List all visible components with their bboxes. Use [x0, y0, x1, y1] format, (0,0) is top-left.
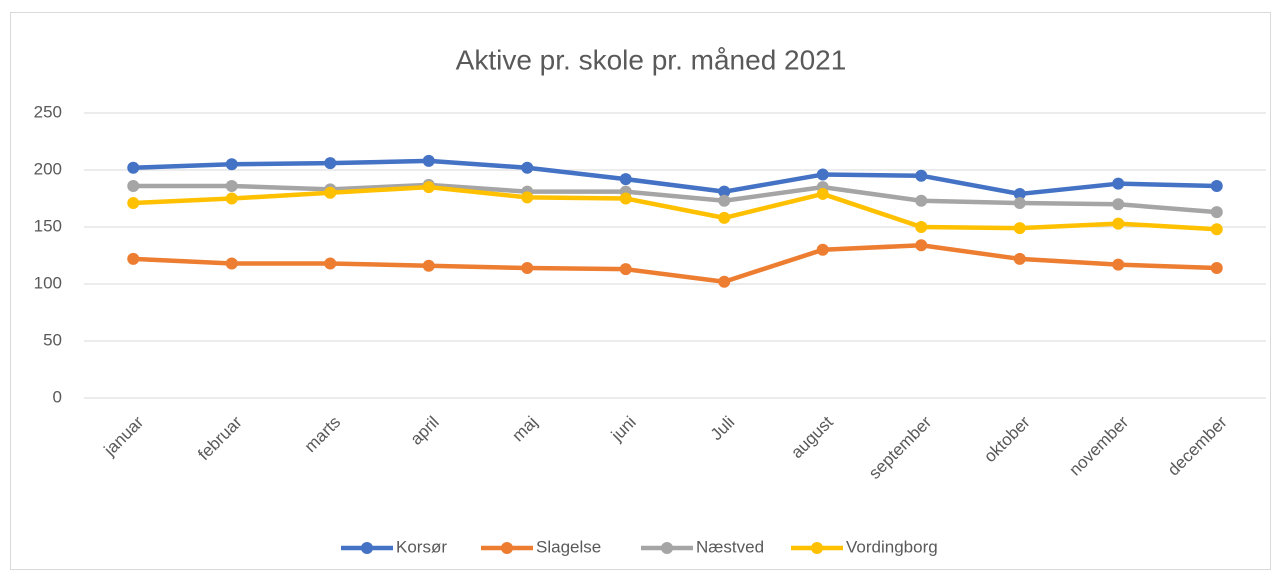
data-point [422, 181, 435, 194]
data-point [619, 192, 632, 205]
data-point [1112, 177, 1125, 190]
data-point [521, 262, 534, 275]
legend-label: Vordingborg [846, 537, 938, 556]
data-point [816, 168, 829, 181]
data-point [1112, 198, 1125, 211]
data-point [127, 197, 140, 210]
data-point [1210, 262, 1223, 275]
legend-item: Slagelse [481, 537, 601, 556]
legend-marker [661, 542, 673, 554]
data-point [816, 187, 829, 200]
data-point [1210, 179, 1223, 192]
y-tick-label: 150 [34, 216, 62, 235]
data-point [1210, 223, 1223, 236]
y-tick-label: 50 [43, 330, 62, 349]
data-point [718, 185, 731, 198]
legend-item: Vordingborg [791, 537, 938, 556]
data-point [915, 169, 928, 182]
data-point [225, 158, 238, 171]
data-point [718, 275, 731, 288]
data-point [422, 154, 435, 167]
y-tick-label: 100 [34, 273, 62, 292]
data-point [521, 191, 534, 204]
data-point [225, 179, 238, 192]
data-point [521, 161, 534, 174]
legend-item: Næstved [641, 537, 764, 556]
legend-label: Korsør [396, 537, 447, 556]
data-point [324, 157, 337, 170]
data-point [225, 257, 238, 270]
data-point [1112, 217, 1125, 230]
y-tick-label: 0 [53, 387, 62, 406]
legend-marker [501, 542, 513, 554]
data-point [324, 257, 337, 270]
data-point [127, 161, 140, 174]
data-point [1013, 187, 1026, 200]
chart-title: Aktive pr. skole pr. måned 2021 [456, 44, 847, 75]
chart-frame [10, 12, 1271, 570]
data-point [915, 239, 928, 252]
data-point [127, 252, 140, 265]
data-point [619, 173, 632, 186]
legend-marker [811, 542, 823, 554]
data-point [422, 259, 435, 272]
data-point [1013, 197, 1026, 210]
data-point [915, 194, 928, 207]
data-point [718, 211, 731, 224]
data-point [915, 221, 928, 233]
legend-label: Slagelse [536, 537, 601, 556]
legend-marker [361, 542, 373, 554]
series-line [133, 184, 1217, 232]
data-point [619, 263, 632, 276]
data-point [324, 186, 337, 199]
data-point [1013, 252, 1026, 265]
data-point [1013, 222, 1026, 235]
data-point [127, 179, 140, 192]
data-point [225, 192, 238, 205]
data-point [718, 194, 731, 207]
data-point [816, 243, 829, 256]
series-line [133, 182, 1217, 215]
series-line [133, 158, 1217, 197]
y-tick-label: 200 [34, 159, 62, 178]
y-tick-label: 250 [34, 102, 62, 121]
legend-item: Korsør [341, 537, 447, 556]
data-point [1210, 206, 1223, 219]
data-point [1112, 258, 1125, 271]
legend-label: Næstved [696, 537, 764, 556]
series-line [133, 242, 1217, 284]
